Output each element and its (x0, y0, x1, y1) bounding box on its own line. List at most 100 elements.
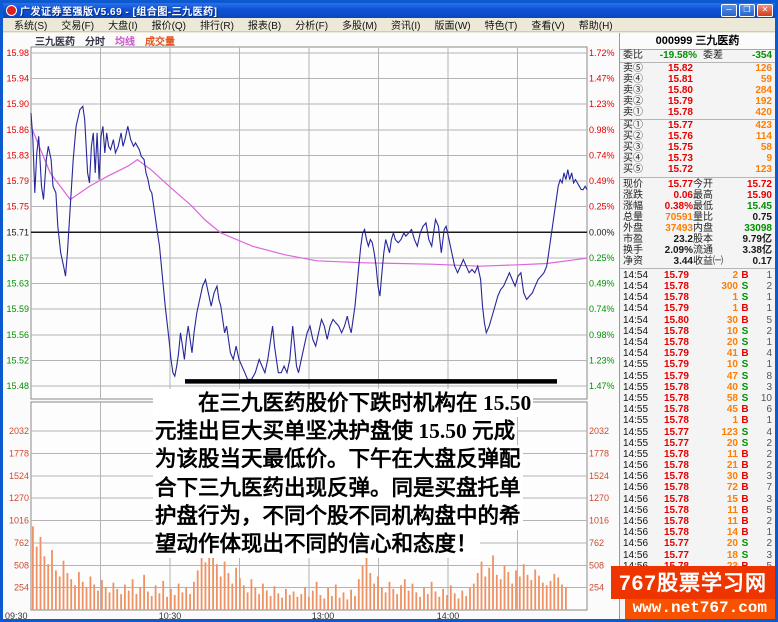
time-axis-label: 09:30 (5, 611, 28, 619)
menu-item[interactable]: 交易(F) (61, 21, 95, 32)
volume-bar (112, 582, 115, 610)
level-volume: 192 (755, 95, 772, 107)
buy-level-row[interactable]: 买② 15.76 114 (620, 131, 775, 143)
detail-row: 市盈 23.2 股本 9.79亿 (620, 234, 775, 245)
menu-item[interactable]: 版面(W) (434, 21, 471, 32)
menu-item[interactable]: 系统(S) (14, 21, 48, 32)
title-bar[interactable]: 广发证券至强版V5.69 - [组合图-三九医药] ─ ❐ ✕ (3, 3, 775, 18)
price-axis-label: 15.83 (6, 151, 29, 161)
price-axis-label: 15.48 (6, 381, 29, 391)
tick-count: 1 (766, 337, 772, 349)
sell-level-row[interactable]: 卖③ 15.80 284 (620, 84, 775, 97)
close-button[interactable]: ✕ (757, 4, 773, 17)
watermark-site-name: 767股票学习网 (610, 566, 775, 599)
menu-item[interactable]: 分析(F) (295, 21, 329, 32)
volume-axis-label: 2032 (589, 426, 609, 436)
menu-item[interactable]: 大盘(I) (108, 21, 138, 32)
buy-level-row[interactable]: 买⑤ 15.72 123 (620, 164, 775, 176)
tick-count: 4 (766, 348, 772, 360)
sell-level-row[interactable]: 卖⑤ 15.82 126 (620, 63, 775, 75)
tick-time: 14:56 (623, 516, 649, 528)
volume-bar (127, 590, 130, 610)
volume-bar (85, 588, 88, 610)
legend-item-均线[interactable]: 均线 (115, 36, 135, 48)
volume-bar (565, 587, 567, 610)
volume-bar (365, 552, 368, 610)
level-volume: 420 (755, 106, 772, 118)
volume-bar (331, 595, 333, 610)
weicha-value: -354 (751, 50, 772, 61)
tick-time: 14:54 (623, 303, 649, 315)
time-axis-label: 14:00 (437, 611, 460, 619)
window-title: 广发证券至强版V5.69 - [组合图-三九医药] (20, 7, 218, 18)
volume-bar (426, 594, 429, 610)
tick-volume: 30 (726, 471, 738, 483)
tick-trade-list[interactable]: 14:54 15.79 2 B 1 14:54 15.78 300 S 2 14:54 15.78 1 S… (620, 269, 775, 619)
sell-order-book: 卖⑤ 15.82 126 卖④ 15.81 59 卖③ 15.80 284 卖② 15.79 192 卖… (620, 63, 775, 119)
annotation-line: 护盘行为，不同个股不同机构盘中的希 (153, 501, 523, 531)
sell-level-row[interactable]: 卖① 15.78 420 (620, 106, 775, 119)
weibi-label: 委比 (623, 50, 643, 61)
pct-axis-label: 0.49% (589, 176, 615, 186)
buy-level-row[interactable]: 买③ 15.75 58 (620, 142, 775, 154)
legend-item-成交量[interactable]: 成交量 (145, 36, 175, 48)
tick-price: 15.77 (663, 426, 689, 438)
tick-row: 14:56 15.77 20 S 2 (620, 538, 775, 549)
detail-value: 3.38亿 (742, 244, 772, 256)
level-label: 卖③ (623, 84, 643, 96)
buy-level-row[interactable]: 买④ 15.73 9 (620, 153, 775, 165)
tick-count: 2 (766, 281, 772, 293)
tick-direction: B (741, 303, 749, 315)
level-label: 买④ (623, 153, 643, 165)
tick-volume: 14 (726, 527, 738, 539)
menu-item[interactable]: 报价(Q) (151, 21, 187, 32)
tick-price: 15.79 (663, 370, 689, 382)
tick-time: 14:54 (623, 281, 649, 293)
volume-bar (415, 592, 418, 610)
detail-value: 15.90 (746, 189, 772, 201)
tick-volume: 1 (732, 415, 738, 427)
volume-bar (166, 596, 168, 610)
tick-time: 14:56 (623, 482, 649, 494)
buy-level-row[interactable]: 买① 15.77 423 (620, 121, 775, 132)
volume-bar (47, 564, 50, 610)
tick-price: 15.79 (663, 303, 689, 315)
volume-bar (292, 591, 295, 610)
legend-item-分时[interactable]: 分时 (85, 36, 105, 48)
menu-item[interactable]: 多股(M) (342, 21, 378, 32)
pct-axis-label: 0.00% (589, 227, 615, 237)
main-content: 15.98 1.72% 15.94 1.47% 15.90 1.23% 15.86 0.98%… (3, 33, 775, 619)
volume-bar (173, 595, 176, 610)
tick-row: 14:54 15.78 1 S 1 (620, 292, 775, 303)
tick-price: 15.78 (663, 516, 689, 528)
pct-axis-label: 0.74% (589, 304, 615, 314)
menu-item[interactable]: 特色(T) (484, 21, 518, 32)
sell-level-row[interactable]: 卖② 15.79 192 (620, 95, 775, 108)
volume-bar (465, 595, 468, 610)
annotation-line: 为该股当天最低价。下午在大盘反弹配 (153, 445, 523, 474)
menu-item[interactable]: 排行(R) (200, 21, 234, 32)
level-price: 15.75 (667, 142, 693, 154)
tick-volume: 11 (727, 516, 738, 528)
tick-direction: B (741, 404, 749, 416)
tick-time: 14:55 (623, 437, 649, 449)
detail-value: 37493 (665, 222, 693, 234)
level-volume: 9 (766, 153, 772, 165)
tick-time: 14:56 (623, 471, 649, 483)
tick-row: 14:56 15.78 30 B 3 (620, 471, 775, 482)
restore-button[interactable]: ❐ (739, 4, 755, 17)
menu-item[interactable]: 帮助(H) (578, 21, 613, 32)
volume-bar (285, 588, 287, 610)
menu-item[interactable]: 资讯(I) (391, 21, 421, 32)
minimize-button[interactable]: ─ (721, 4, 737, 17)
volume-bar (212, 543, 214, 610)
volume-bar (561, 584, 563, 610)
volume-bar (423, 587, 425, 610)
menu-item[interactable]: 查看(V) (531, 21, 565, 32)
detail-value: 2.09% (664, 244, 693, 256)
volume-bar (419, 596, 421, 610)
pct-axis-label: 1.23% (589, 355, 615, 365)
menu-item[interactable]: 报表(B) (247, 21, 282, 32)
volume-bar (196, 570, 199, 610)
sell-level-row[interactable]: 卖④ 15.81 59 (620, 74, 775, 86)
